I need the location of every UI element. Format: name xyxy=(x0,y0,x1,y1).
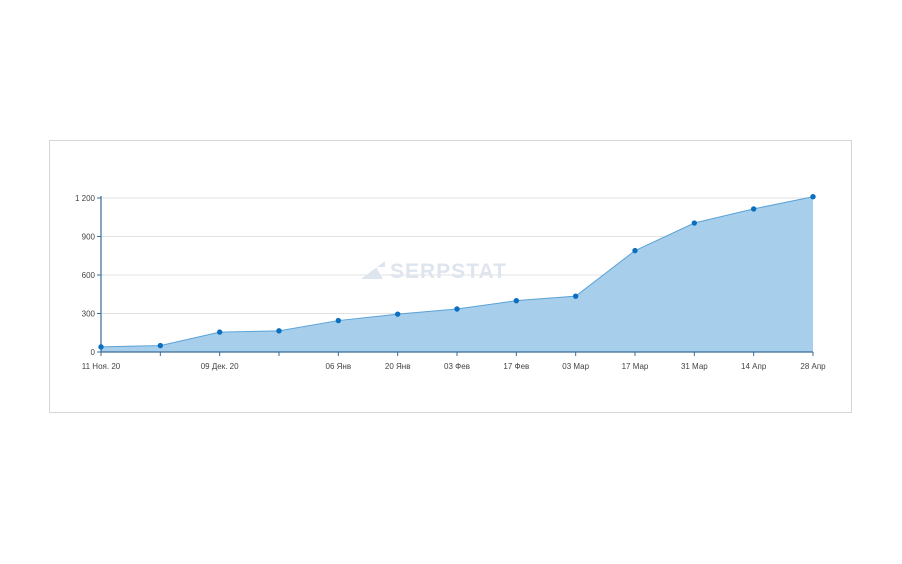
data-point xyxy=(572,293,579,299)
x-tick-label: 14 Апр xyxy=(741,362,767,371)
chart-card: 0 300 600 900 1 200 SERPSTAT 11 Ноя. 20 09 Дек.… xyxy=(49,140,852,413)
serpstat-watermark: SERPSTAT xyxy=(361,260,507,283)
x-tick-label: 03 Фев xyxy=(444,362,470,371)
x-tick-label: 28 Апр xyxy=(800,362,826,371)
x-tick-label: 06 Янв xyxy=(326,362,352,371)
y-tick-label: 600 xyxy=(82,271,96,280)
data-point xyxy=(157,342,164,349)
data-point xyxy=(750,206,757,212)
data-point xyxy=(810,194,816,200)
data-point xyxy=(276,328,282,334)
data-point xyxy=(691,220,698,226)
y-tick-label: 0 xyxy=(91,348,96,357)
serpstat-logo-icon xyxy=(361,261,385,279)
data-point xyxy=(513,297,520,304)
x-tick-label: 31 Мар xyxy=(681,362,708,371)
x-tick-label: 11 Ноя. 20 xyxy=(82,362,121,371)
x-tick-label: 09 Дек. 20 xyxy=(201,362,239,371)
series-area xyxy=(101,196,813,352)
x-tick-label: 17 Фев xyxy=(503,362,529,371)
y-tick-label: 900 xyxy=(82,233,96,242)
data-point xyxy=(394,311,401,317)
area-chart: 0 300 600 900 1 200 SERPSTAT 11 Ноя. 20 09 Дек.… xyxy=(75,194,826,371)
x-tick-label: 03 Мар xyxy=(562,362,589,371)
x-tick-label: 17 Мар xyxy=(622,362,649,371)
y-tick-label: 1 200 xyxy=(75,194,96,203)
x-tick-label: 20 Янв xyxy=(385,362,411,371)
data-point xyxy=(632,247,638,254)
watermark-text: SERPSTAT xyxy=(390,260,507,283)
data-point xyxy=(335,317,342,324)
data-point xyxy=(216,329,223,335)
data-point xyxy=(454,306,460,312)
data-point xyxy=(98,344,104,350)
y-tick-label: 300 xyxy=(82,310,96,319)
